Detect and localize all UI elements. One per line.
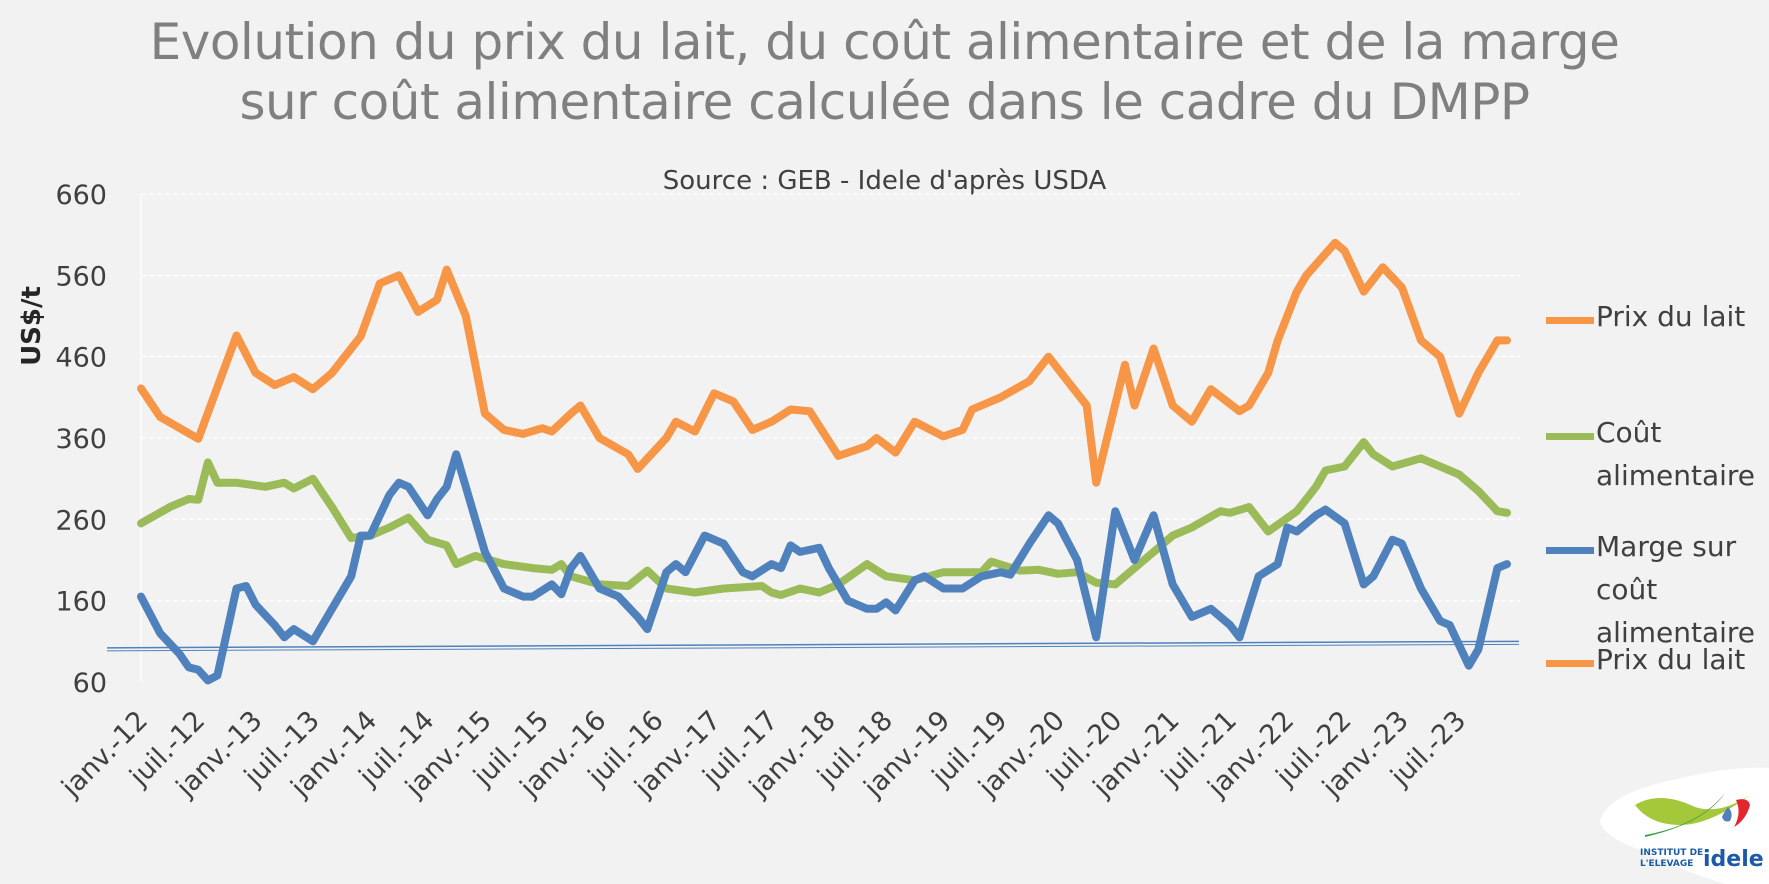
reference-line — [106, 643, 1520, 652]
legend-label: Prix du lait — [1596, 643, 1746, 676]
legend-label: Marge sur coût alimentaire — [1596, 530, 1756, 649]
legend-item-prix-du-lait-2: Prix du lait — [1546, 642, 1766, 681]
y-tick-label: 160 — [55, 587, 107, 618]
y-tick-label: 360 — [55, 424, 107, 455]
legend-label: Coût alimentaire — [1596, 416, 1756, 492]
y-tick-label: 560 — [55, 261, 107, 292]
legend-swatch — [1546, 660, 1594, 667]
legend-item-prix-du-lait: Prix du lait — [1546, 299, 1766, 338]
y-tick-label: 60 — [73, 668, 107, 699]
chart-title-line-2: sur coût alimentaire calculée dans le ca… — [239, 73, 1530, 131]
chart-subtitle: Source : GEB - Idele d'après USDA — [662, 166, 1107, 196]
y-tick-label: 660 — [55, 180, 107, 211]
legend-item-marge: Marge sur coût alimentaire — [1546, 529, 1756, 654]
logo-text-line2: L'ELEVAGE — [1640, 859, 1693, 869]
reference-line — [106, 640, 1520, 649]
logo-text-line1: INSTITUT DE — [1640, 848, 1703, 858]
legend-item-cout-alimentaire: Coût alimentaire — [1546, 415, 1766, 497]
legend-label: Prix du lait — [1596, 300, 1746, 333]
y-tick-label: 260 — [55, 505, 107, 536]
y-tick-label: 460 — [55, 343, 107, 374]
legend-swatch — [1546, 317, 1594, 324]
chart-title: Evolution du prix du lait, du coût alime… — [0, 12, 1769, 132]
legend-swatch — [1546, 547, 1594, 554]
series-line-prix-du-lait — [137, 238, 1511, 487]
chart-title-line-1: Evolution du prix du lait, du coût alime… — [149, 13, 1620, 71]
legend-swatch — [1546, 433, 1594, 440]
logo-brand: idele — [1703, 847, 1764, 872]
series-line-cout-alimentaire — [137, 438, 1511, 599]
idele-logo: INSTITUT DE L'ELEVAGE idele — [1600, 765, 1769, 884]
series-line-marge — [137, 450, 1511, 685]
